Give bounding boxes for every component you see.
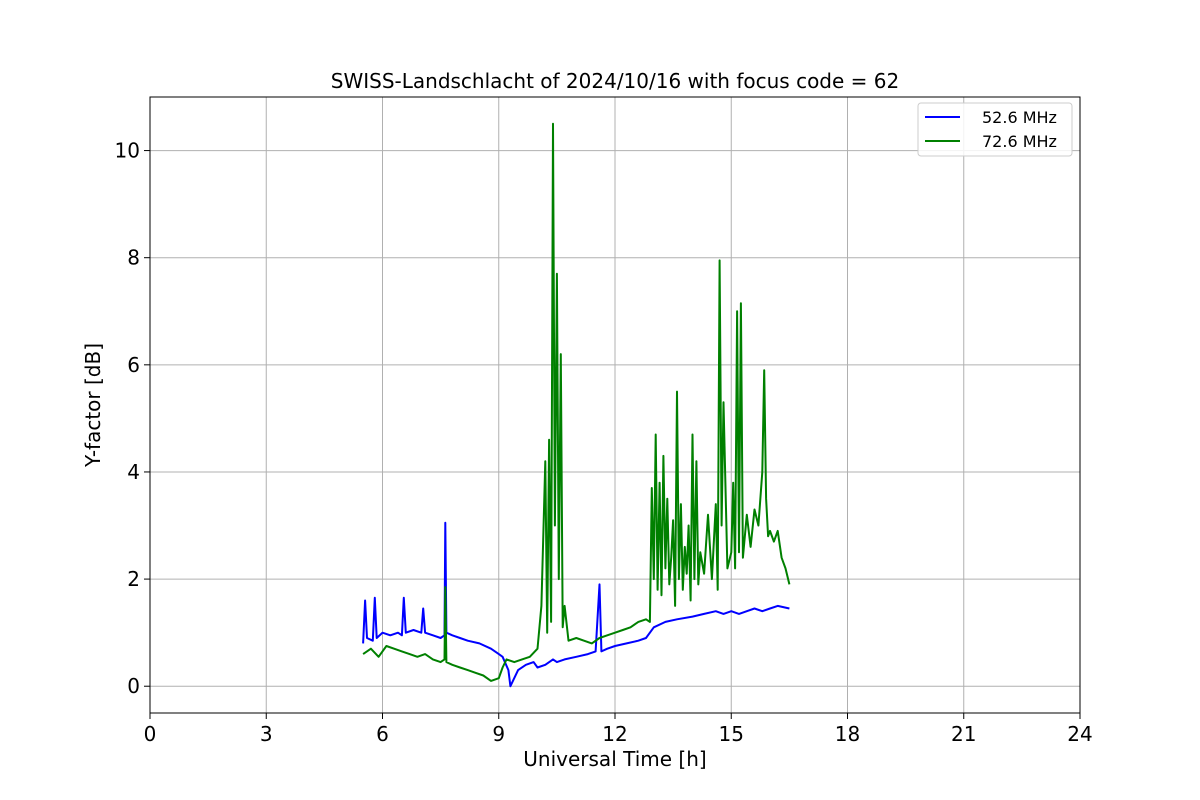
x-tick-label: 12 bbox=[602, 722, 627, 746]
legend-label-72-6: 72.6 MHz bbox=[982, 132, 1057, 151]
y-tick-label: 10 bbox=[115, 139, 140, 163]
y-tick-label: 6 bbox=[127, 353, 140, 377]
x-tick-label: 6 bbox=[376, 722, 389, 746]
x-tick-label: 21 bbox=[951, 722, 976, 746]
x-tick-label: 9 bbox=[492, 722, 505, 746]
series-layer bbox=[362, 122, 791, 688]
legend: 52.6 MHz 72.6 MHz bbox=[917, 102, 1073, 157]
chart-title: SWISS-Landschlacht of 2024/10/16 with fo… bbox=[331, 69, 899, 93]
y-tick-label: 0 bbox=[127, 674, 140, 698]
legend-label-52-6: 52.6 MHz bbox=[982, 108, 1057, 127]
x-tick-label: 15 bbox=[719, 722, 744, 746]
grid bbox=[149, 97, 1081, 713]
y-tick-label: 2 bbox=[127, 567, 140, 591]
x-tick-label: 0 bbox=[144, 722, 157, 746]
y-tick-label: 4 bbox=[127, 460, 140, 484]
y-axis-label: Y-factor [dB] bbox=[81, 343, 105, 468]
x-tick-label: 3 bbox=[260, 722, 273, 746]
x-tick-label: 18 bbox=[835, 722, 860, 746]
y-tick-label: 8 bbox=[127, 246, 140, 270]
x-tick-label: 24 bbox=[1067, 722, 1092, 746]
series-line-52-6-mhz bbox=[362, 521, 790, 688]
series-line-72-6-mhz bbox=[362, 122, 791, 682]
x-axis-label: Universal Time [h] bbox=[523, 747, 706, 771]
